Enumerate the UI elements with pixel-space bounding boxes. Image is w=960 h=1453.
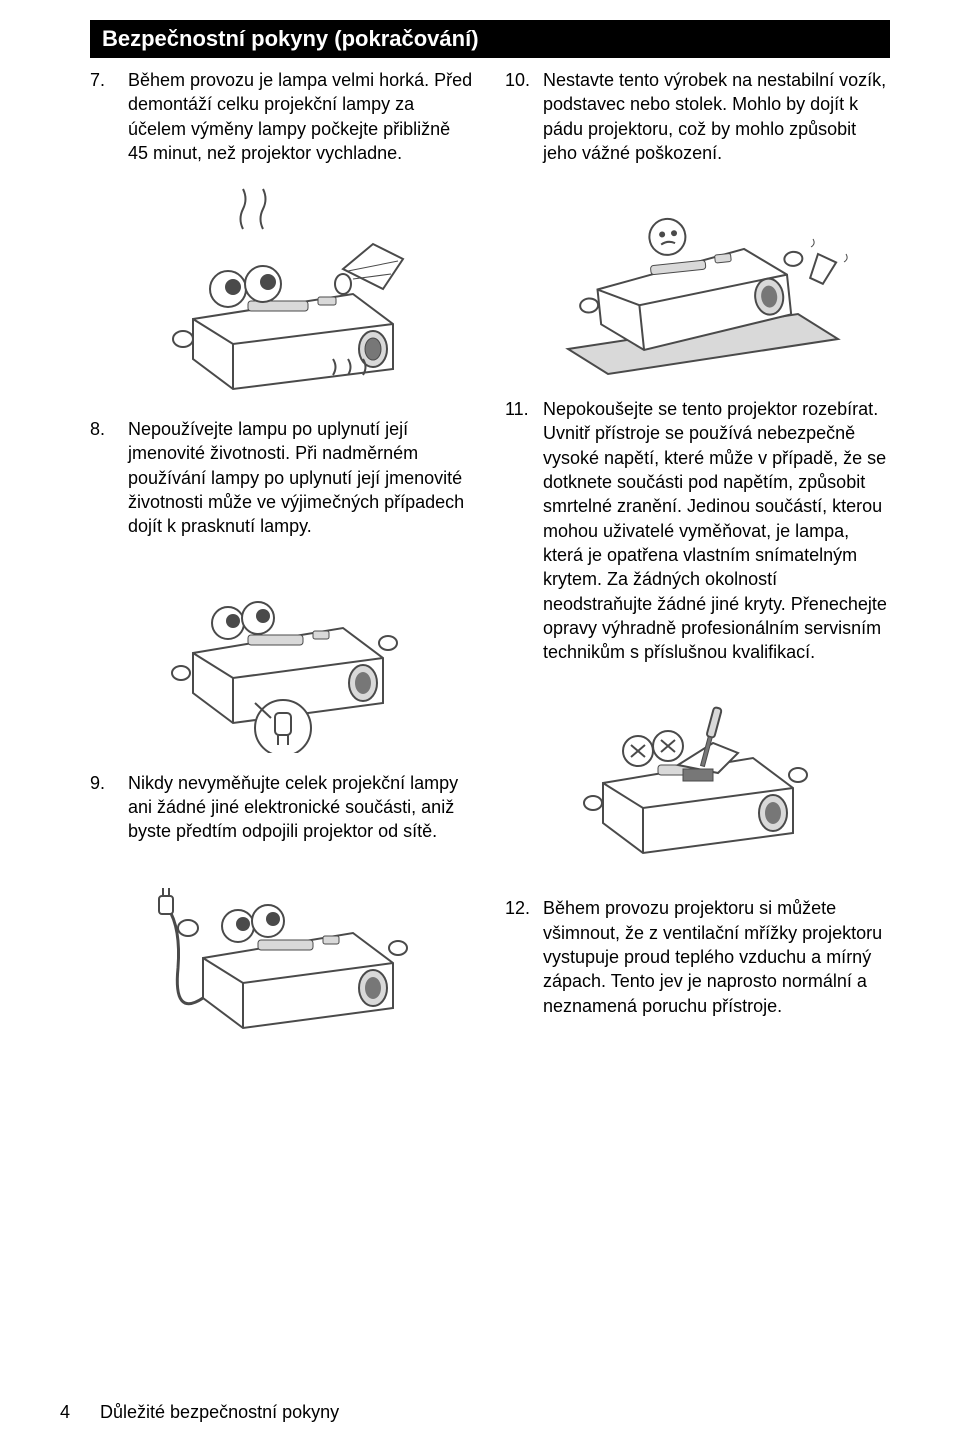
item-number: 11. (505, 397, 533, 664)
projector-unstable-icon (538, 179, 858, 379)
page-footer: 4 Důležité bezpečnostní pokyny (60, 1402, 339, 1423)
footer-section-title: Důležité bezpečnostní pokyny (100, 1402, 339, 1423)
item-number: 7. (90, 68, 118, 165)
right-column: 10. Nestavte tento výrobek na nestabilní… (505, 68, 890, 1413)
item-number: 8. (90, 417, 118, 538)
manual-page: Bezpečnostní pokyny (pokračování) 7. Běh… (0, 0, 960, 1453)
left-column: 7. Během provozu je lampa velmi horká. P… (90, 68, 475, 1413)
item-text: Nikdy nevyměňujte celek projekční lampy … (128, 771, 475, 844)
illustration-9 (90, 858, 475, 1048)
safety-item-11: 11. Nepokoušejte se tento projektor roze… (505, 397, 890, 664)
safety-item-12: 12. Během provozu projektoru si můžete v… (505, 896, 890, 1017)
item-text: Během provozu je lampa velmi horká. Před… (128, 68, 475, 165)
item-text: Nepoužívejte lampu po uplynutí její jmen… (128, 417, 475, 538)
content-columns: 7. Během provozu je lampa velmi horká. P… (90, 68, 890, 1413)
illustration-7 (90, 179, 475, 399)
section-header: Bezpečnostní pokyny (pokračování) (90, 20, 890, 58)
item-text: Během provozu projektoru si můžete všimn… (543, 896, 890, 1017)
item-text: Nepokoušejte se tento projektor rozebíra… (543, 397, 890, 664)
illustration-10 (505, 179, 890, 379)
page-number: 4 (60, 1402, 70, 1423)
safety-item-10: 10. Nestavte tento výrobek na nestabilní… (505, 68, 890, 165)
safety-item-7: 7. Během provozu je lampa velmi horká. P… (90, 68, 475, 165)
item-number: 12. (505, 896, 533, 1017)
projector-disassemble-icon (558, 678, 838, 878)
item-number: 10. (505, 68, 533, 165)
projector-hot-icon (133, 179, 433, 399)
projector-unplug-icon (143, 858, 423, 1048)
safety-item-9: 9. Nikdy nevyměňujte celek projekční lam… (90, 771, 475, 844)
projector-lamp-icon (143, 553, 423, 753)
item-text: Nestavte tento výrobek na nestabilní voz… (543, 68, 890, 165)
safety-item-8: 8. Nepoužívejte lampu po uplynutí její j… (90, 417, 475, 538)
illustration-8 (90, 553, 475, 753)
illustration-11 (505, 678, 890, 878)
item-number: 9. (90, 771, 118, 844)
section-header-text: Bezpečnostní pokyny (pokračování) (102, 26, 479, 51)
